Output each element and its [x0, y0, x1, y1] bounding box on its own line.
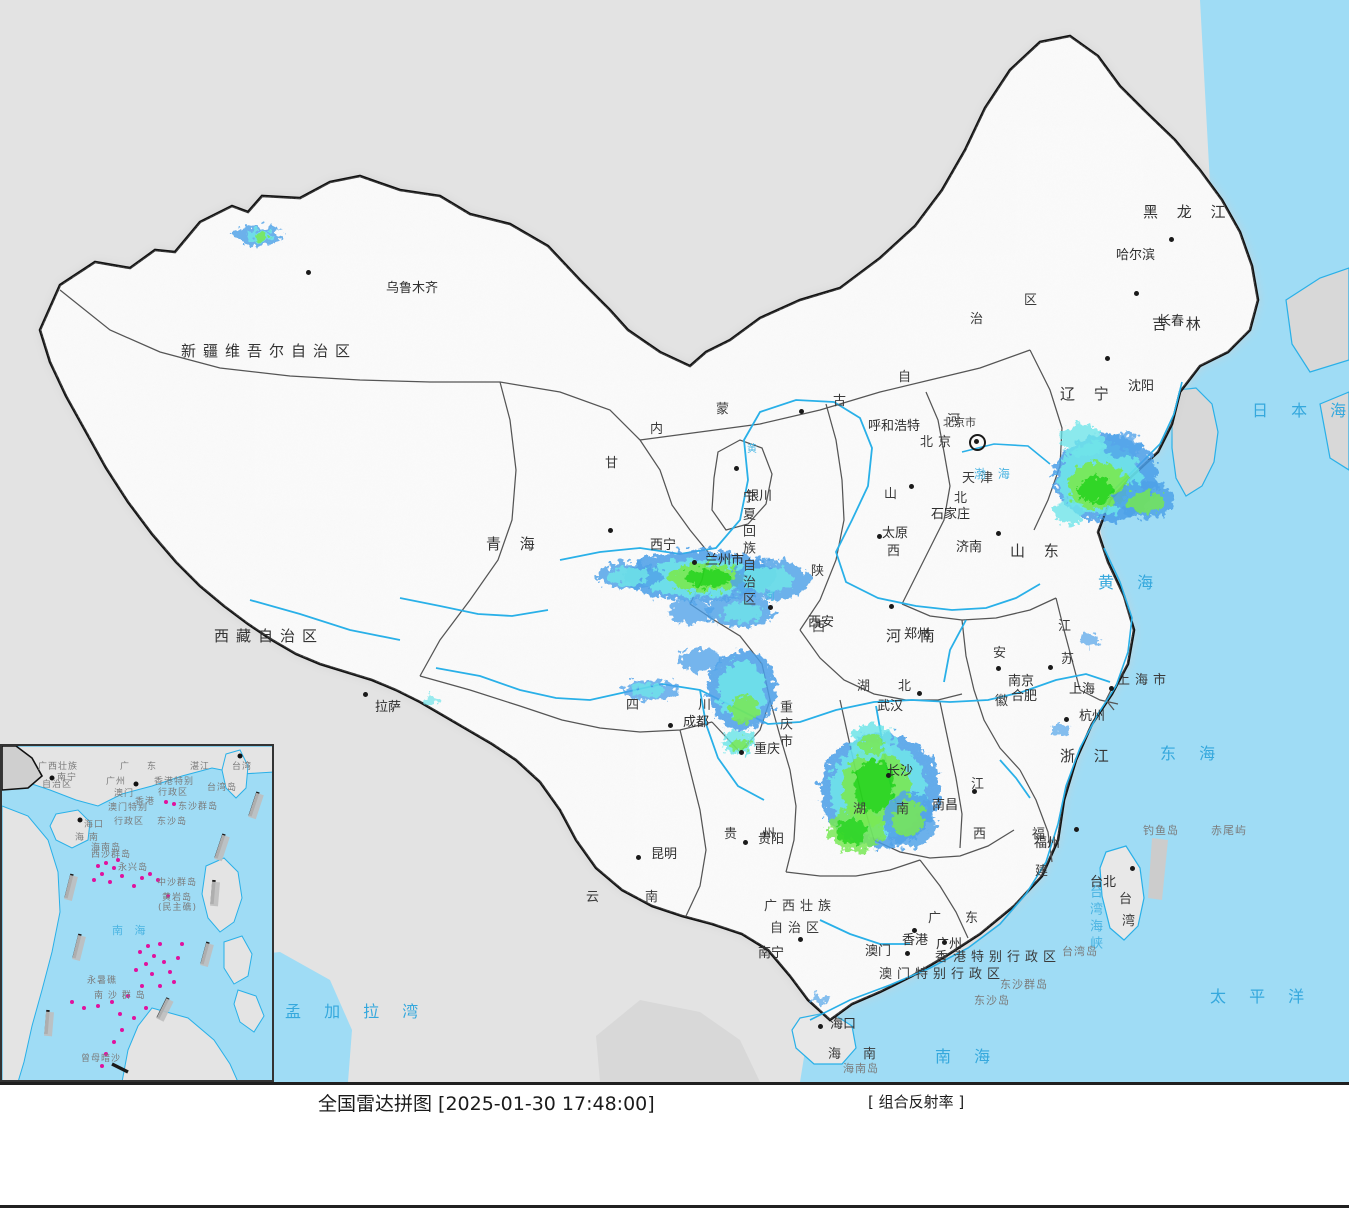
city-dot — [1048, 665, 1053, 670]
city-dot — [363, 692, 368, 697]
city-dot — [1064, 717, 1069, 722]
city-dot — [799, 409, 804, 414]
city-dot — [996, 531, 1001, 536]
echo-xinjiang — [234, 226, 282, 246]
city-dot — [1074, 827, 1079, 832]
echo-hunan — [820, 724, 940, 852]
city-dot — [942, 940, 947, 945]
city-dot — [743, 840, 748, 845]
product-type-label: [ 组合反射率 ] — [868, 1093, 965, 1111]
city-dot — [1105, 356, 1110, 361]
city-dot — [1130, 866, 1135, 871]
city-dot — [798, 937, 803, 942]
echo-gansu-shaanxi — [598, 550, 810, 628]
city-dot — [768, 605, 773, 610]
radar-echo-layer — [234, 226, 1174, 1005]
city-dot — [1109, 686, 1114, 691]
capital-marker-beijing — [969, 434, 986, 451]
echo-sichuan — [622, 648, 776, 754]
city-dot — [912, 928, 917, 933]
city-dot — [909, 484, 914, 489]
city-dot — [972, 789, 977, 794]
echo-shandong — [1054, 424, 1174, 524]
city-dot — [889, 604, 894, 609]
city-dot — [734, 466, 739, 471]
city-dot — [1134, 291, 1139, 296]
city-dot — [877, 534, 882, 539]
city-dot — [996, 666, 1001, 671]
city-dot — [1169, 237, 1174, 242]
inset-svg — [2, 746, 272, 1080]
city-dot — [917, 691, 922, 696]
city-dot — [636, 855, 641, 860]
city-dot — [306, 270, 311, 275]
city-dot — [886, 773, 891, 778]
south-china-sea-inset-map[interactable]: 广西壮族 自治区 南宁广东广州 澳门 香港 香港特别 行政区 澳门特别 行政区 湛江 台湾 台湾岛 东沙… — [0, 744, 274, 1082]
city-dot — [692, 560, 697, 565]
radar-map-canvas[interactable]: 新疆维吾尔自治区 西藏自治区青 海甘内蒙古自治区黑 龙 江吉 林辽 宁河北山西陕西… — [0, 0, 1349, 1082]
city-dot — [668, 723, 673, 728]
city-dot — [818, 1024, 823, 1029]
city-dot — [905, 951, 910, 956]
page-title: 全国雷达拼图 [2025-01-30 17:48:00] — [318, 1093, 655, 1115]
city-dot — [739, 750, 744, 755]
city-dot — [608, 528, 613, 533]
legend-footer: 全国雷达拼图 [2025-01-30 17:48:00] [ 组合反射率 ] 5… — [0, 1082, 1349, 1208]
